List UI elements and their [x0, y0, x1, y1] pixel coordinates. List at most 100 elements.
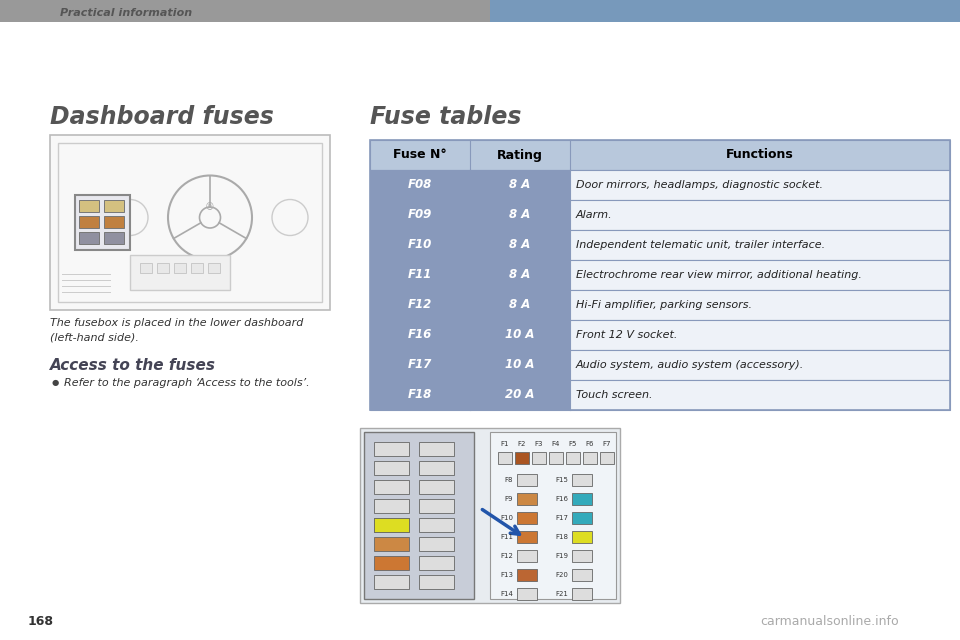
Bar [75, 195, 130, 250]
Bar [549, 452, 563, 464]
Bar [370, 200, 570, 230]
Text: F10: F10 [500, 515, 513, 521]
Bar [370, 320, 570, 350]
Bar [370, 320, 950, 350]
Bar [370, 140, 950, 410]
Text: Touch screen.: Touch screen. [576, 390, 653, 400]
Bar [374, 518, 409, 532]
Bar [517, 512, 537, 524]
Text: F10: F10 [408, 239, 432, 252]
Text: F9: F9 [505, 496, 513, 502]
Bar [370, 290, 950, 320]
Text: F3: F3 [535, 441, 543, 447]
Bar [374, 480, 409, 494]
Text: 8 A: 8 A [510, 179, 531, 191]
Text: 8 A: 8 A [510, 269, 531, 282]
Bar [364, 432, 474, 599]
Bar [517, 550, 537, 562]
Text: Alarm.: Alarm. [576, 210, 612, 220]
Text: Fuse N°: Fuse N° [394, 148, 446, 161]
Text: 10 A: 10 A [505, 328, 535, 342]
Bar [79, 232, 99, 244]
Bar [498, 452, 512, 464]
Bar [419, 518, 454, 532]
Text: F15: F15 [555, 477, 568, 483]
Bar [515, 452, 529, 464]
Text: ●: ● [52, 378, 60, 387]
Bar [517, 569, 537, 581]
Bar [572, 569, 592, 581]
Bar [174, 263, 186, 273]
Text: F5: F5 [569, 441, 577, 447]
Bar [104, 232, 124, 244]
Bar [490, 0, 960, 22]
Bar [370, 170, 950, 200]
Text: Audio system, audio system (accessory).: Audio system, audio system (accessory). [576, 360, 804, 370]
Text: 8 A: 8 A [510, 298, 531, 312]
Bar [517, 493, 537, 505]
Bar [58, 143, 322, 302]
Bar [572, 512, 592, 524]
Bar [419, 461, 454, 475]
Text: F17: F17 [555, 515, 568, 521]
Bar [104, 200, 124, 212]
Text: 8 A: 8 A [510, 239, 531, 252]
Bar [374, 518, 409, 532]
Bar [419, 499, 454, 513]
Bar [370, 350, 950, 380]
Bar [572, 493, 592, 505]
Bar [370, 230, 570, 260]
Bar [157, 263, 169, 273]
Bar [370, 260, 570, 290]
Text: F7: F7 [603, 441, 612, 447]
Text: F12: F12 [500, 553, 513, 559]
Bar [419, 537, 454, 551]
Text: Door mirrors, headlamps, diagnostic socket.: Door mirrors, headlamps, diagnostic sock… [576, 180, 823, 190]
Text: Hi-Fi amplifier, parking sensors.: Hi-Fi amplifier, parking sensors. [576, 300, 752, 310]
Text: Access to the fuses: Access to the fuses [50, 358, 216, 373]
Bar [374, 461, 409, 475]
Text: carmanualsonline.info: carmanualsonline.info [760, 615, 899, 628]
Text: Fuse tables: Fuse tables [370, 105, 521, 129]
Text: 10 A: 10 A [505, 358, 535, 371]
Bar [79, 216, 99, 228]
Bar [419, 442, 454, 456]
Text: Independent telematic unit, trailer interface.: Independent telematic unit, trailer inte… [576, 240, 826, 250]
Text: Dashboard fuses: Dashboard fuses [50, 105, 274, 129]
Text: F4: F4 [552, 441, 561, 447]
Bar [0, 0, 490, 22]
Text: F09: F09 [408, 209, 432, 221]
Bar [370, 170, 570, 200]
Bar [517, 474, 537, 486]
Bar [419, 575, 454, 589]
Bar [191, 263, 203, 273]
Bar [370, 200, 950, 230]
Text: 8 A: 8 A [510, 209, 531, 221]
Bar [419, 556, 454, 570]
Bar [208, 263, 220, 273]
Text: Electrochrome rear view mirror, additional heating.: Electrochrome rear view mirror, addition… [576, 270, 862, 280]
Text: The fusebox is placed in the lower dashboard
(left-hand side).: The fusebox is placed in the lower dashb… [50, 318, 303, 342]
Text: F21: F21 [555, 591, 568, 597]
Bar [79, 200, 99, 212]
Text: Functions: Functions [726, 148, 794, 161]
Text: F6: F6 [586, 441, 594, 447]
Text: F2: F2 [517, 441, 526, 447]
Bar [600, 452, 614, 464]
Text: Practical information: Practical information [60, 8, 192, 18]
Text: F8: F8 [505, 477, 513, 483]
Text: F14: F14 [500, 591, 513, 597]
Text: F18: F18 [555, 534, 568, 540]
Bar [572, 474, 592, 486]
Bar [360, 428, 620, 603]
Text: F20: F20 [555, 572, 568, 578]
Bar [370, 380, 950, 410]
Bar [572, 550, 592, 562]
Bar [140, 263, 152, 273]
Text: 168: 168 [28, 615, 54, 628]
Text: F16: F16 [555, 496, 568, 502]
Bar [517, 531, 537, 543]
Bar [566, 452, 580, 464]
Bar [532, 452, 546, 464]
Text: F12: F12 [408, 298, 432, 312]
